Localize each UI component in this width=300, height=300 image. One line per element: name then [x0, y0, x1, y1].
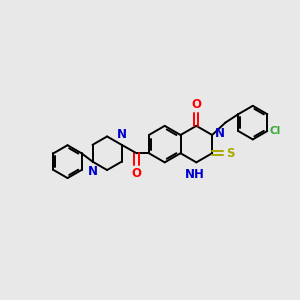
Text: N: N [214, 127, 224, 140]
Text: NH: NH [185, 168, 205, 181]
Text: N: N [88, 166, 98, 178]
Text: O: O [191, 98, 201, 111]
Text: S: S [226, 147, 235, 160]
Text: N: N [117, 128, 127, 141]
Text: Cl: Cl [270, 126, 281, 136]
Text: O: O [131, 167, 142, 180]
